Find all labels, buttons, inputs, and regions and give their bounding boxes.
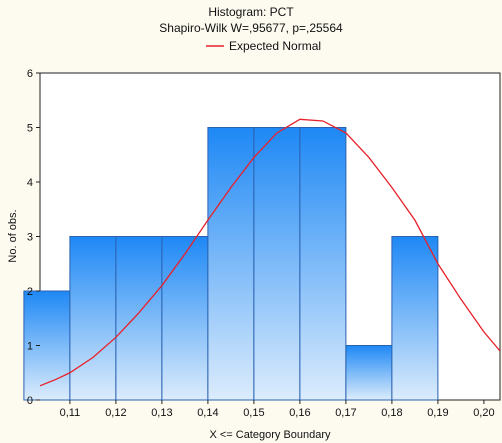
x-tick-label: 0,18 xyxy=(381,407,402,419)
x-tick-label: 0,17 xyxy=(335,407,356,419)
chart-title: Histogram: PCT xyxy=(208,5,294,19)
curve-group xyxy=(40,118,500,387)
histogram-bar xyxy=(299,127,347,401)
x-tick-label: 0,19 xyxy=(427,407,448,419)
histogram-bar xyxy=(23,290,71,401)
legend-label: Expected Normal xyxy=(229,39,321,53)
y-tick-label: 4 xyxy=(27,177,33,189)
bars-group xyxy=(23,127,439,401)
legend: Expected Normal xyxy=(206,39,321,53)
x-tick-label: 0,11 xyxy=(60,407,81,419)
x-tick-label: 0,12 xyxy=(105,407,126,419)
y-axis: 0 1 2 3 4 5 6 xyxy=(27,68,40,407)
histogram-bar xyxy=(161,236,209,401)
x-axis: 0,11 0,12 0,13 0,14 0,15 0,16 0,17 0,18 0,19 0,20 xyxy=(60,400,495,419)
expected-normal-curve xyxy=(40,118,500,387)
y-tick-label: 2 xyxy=(27,286,33,298)
x-tick-label: 0,16 xyxy=(289,407,310,419)
y-tick-label: 0 xyxy=(27,395,33,407)
y-tick-label: 5 xyxy=(27,123,33,135)
histogram-bar xyxy=(253,127,301,401)
x-tick-label: 0,20 xyxy=(473,407,494,419)
histogram-bar xyxy=(69,236,117,401)
histogram-bar xyxy=(207,127,255,401)
chart-subtitle: Shapiro-Wilk W=,95677, p=,25564 xyxy=(159,21,343,35)
histogram-bar xyxy=(115,236,163,401)
y-tick-label: 3 xyxy=(27,232,33,244)
y-axis-label: No. of obs. xyxy=(7,209,19,262)
x-tick-label: 0,14 xyxy=(197,407,218,419)
y-tick-label: 1 xyxy=(27,341,33,353)
histogram-bar xyxy=(391,236,439,401)
x-axis-label: X <= Category Boundary xyxy=(209,429,331,441)
x-tick-label: 0,15 xyxy=(243,407,264,419)
x-tick-label: 0,13 xyxy=(151,407,172,419)
histogram-bar xyxy=(345,345,393,401)
y-tick-label: 6 xyxy=(27,68,33,80)
